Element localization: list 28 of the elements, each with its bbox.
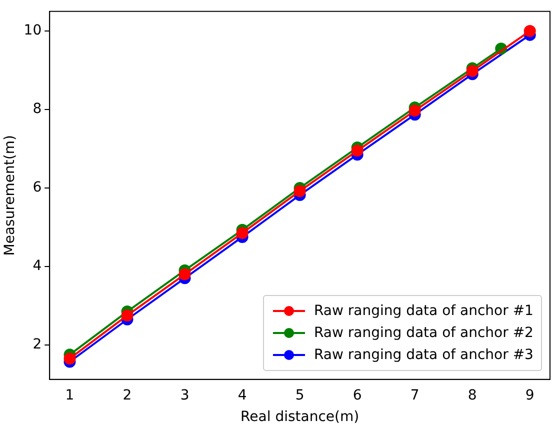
y-tick-label: 2 — [32, 336, 42, 353]
point — [178, 268, 191, 280]
x-tick-label: 8 — [468, 387, 477, 404]
point — [466, 65, 478, 78]
point — [408, 104, 421, 117]
legend-label: Raw ranging data of anchor #2 — [314, 324, 534, 344]
point — [524, 25, 536, 38]
y-axis-title: Measurement(m) — [2, 135, 18, 256]
y-tick-label: 8 — [32, 101, 42, 118]
point — [121, 309, 134, 322]
point — [294, 185, 306, 198]
x-tick-label: 9 — [525, 387, 534, 404]
legend-label: Raw ranging data of anchor #1 — [314, 302, 534, 322]
x-tick-label: 6 — [352, 387, 362, 404]
y-tick-label: 10 — [24, 22, 42, 39]
y-tick-label: 4 — [32, 258, 42, 274]
point — [64, 352, 76, 365]
legend-label: Raw ranging data of anchor #3 — [314, 346, 534, 366]
point — [236, 227, 248, 240]
x-axis-title: Real distance(m) — [240, 409, 360, 426]
point — [351, 144, 364, 157]
x-tick-label: 7 — [410, 387, 420, 404]
x-tick-label: 4 — [238, 387, 247, 404]
y-tick-label: 6 — [32, 180, 42, 196]
x-tick-label: 1 — [65, 387, 74, 404]
x-tick-label: 2 — [122, 387, 132, 404]
x-tick-label: 3 — [180, 387, 190, 404]
x-tick-label: 5 — [295, 387, 304, 404]
